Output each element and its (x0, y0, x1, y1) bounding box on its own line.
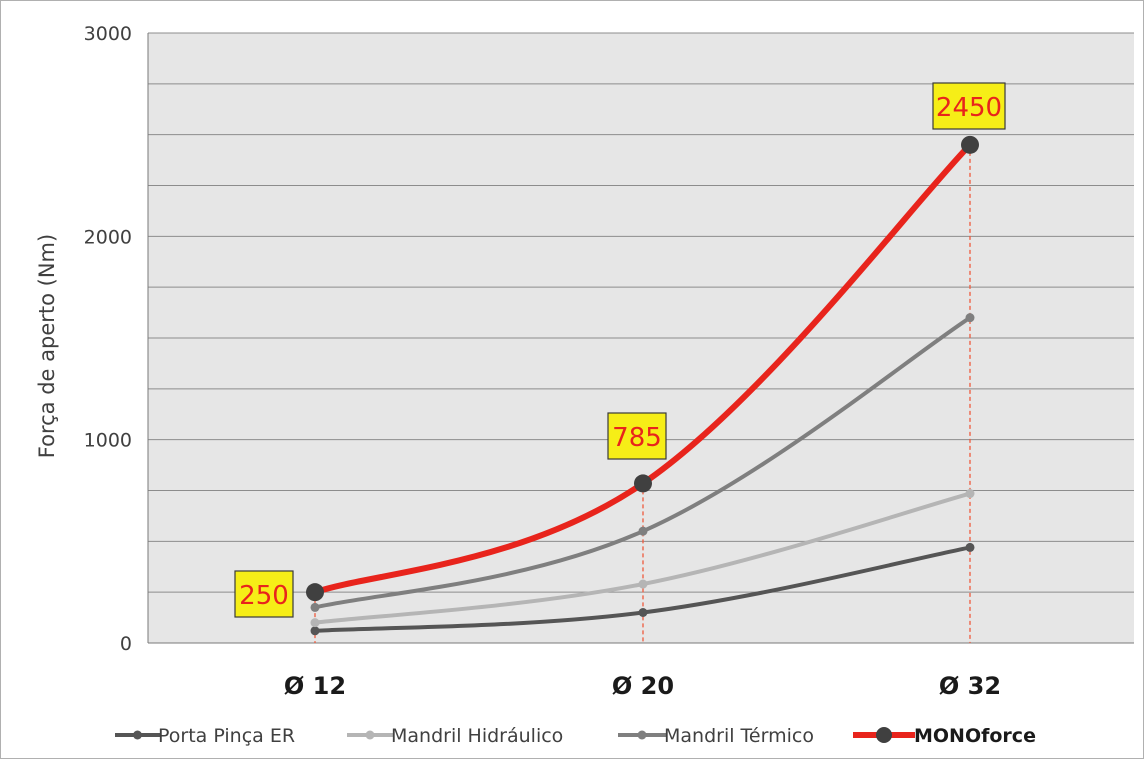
legend-swatch-marker (365, 730, 375, 740)
x-category-label: Ø 32 (939, 672, 1001, 700)
legend-label: MONOforce (914, 725, 1036, 747)
y-axis-ticks: 0 1000 2000 3000 (84, 23, 132, 655)
legend-label: Porta Pinça ER (158, 725, 295, 747)
legend-item: Porta Pinça ER (115, 725, 295, 747)
series-line (312, 141, 973, 596)
data-callouts: 250 785 2450 (234, 82, 1006, 618)
data-point (965, 489, 975, 499)
y-tick-label: 2000 (84, 226, 132, 248)
callout-box (932, 82, 1006, 130)
series-markers (306, 135, 979, 636)
legend-item: Mandril Hidráulico (347, 725, 563, 747)
data-point (634, 474, 652, 493)
data-callout: 2450 (932, 82, 1006, 130)
data-point (306, 583, 324, 602)
data-callout: 785 (607, 412, 667, 460)
data-point (310, 602, 320, 612)
data-point (638, 526, 648, 536)
y-tick-label: 0 (120, 633, 132, 655)
data-point (965, 542, 975, 552)
y-tick-label: 1000 (84, 430, 132, 452)
data-point (965, 313, 975, 323)
callout-box (234, 570, 294, 618)
legend-label: Mandril Térmico (664, 725, 814, 747)
legend-swatch-marker (876, 727, 892, 743)
x-axis-categories: Ø 12 Ø 20 Ø 32 (284, 672, 1001, 700)
legend-swatch-marker (133, 730, 142, 740)
data-label: 250 (239, 581, 289, 611)
legend-item: MONOforce (853, 725, 1036, 747)
data-point (310, 618, 320, 628)
x-category-label: Ø 20 (612, 672, 674, 700)
x-category-label: Ø 12 (284, 672, 346, 700)
callout-box (607, 412, 667, 460)
legend: Porta Pinça ER Mandril Hidráulico Mandril … (115, 725, 1036, 747)
data-point (310, 626, 320, 636)
data-point (638, 608, 648, 617)
legend-swatch-marker (637, 730, 647, 740)
data-callout: 250 (234, 570, 294, 618)
legend-item: Mandril Térmico (618, 725, 814, 747)
data-label: 785 (612, 423, 662, 453)
legend-label: Mandril Hidráulico (391, 725, 563, 747)
data-point (961, 135, 979, 154)
y-tick-label: 3000 (84, 23, 132, 45)
data-point (638, 579, 648, 589)
y-axis-title: Força de aperto (Nm) (35, 234, 59, 458)
data-label: 2450 (936, 93, 1002, 123)
